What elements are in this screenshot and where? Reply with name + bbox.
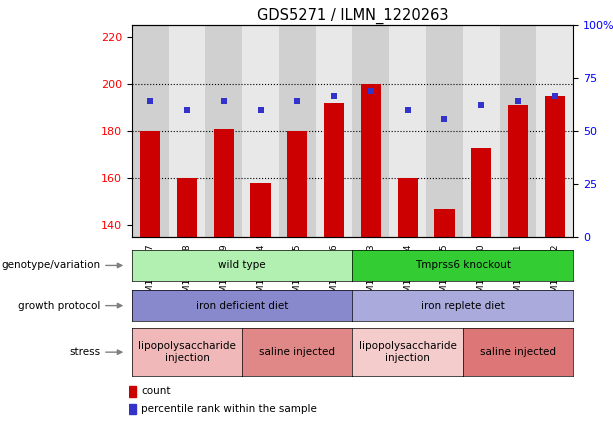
Text: lipopolysaccharide
injection: lipopolysaccharide injection	[138, 341, 236, 363]
Bar	[500, 25, 536, 237]
Bar	[426, 25, 463, 237]
Text: iron deficient diet: iron deficient diet	[196, 301, 288, 310]
Text: iron replete diet: iron replete diet	[421, 301, 504, 310]
Bar	[398, 178, 418, 237]
Bar	[169, 25, 205, 237]
Bar	[129, 386, 136, 397]
Text: Tmprss6 knockout: Tmprss6 knockout	[415, 261, 511, 270]
Text: saline injected: saline injected	[259, 347, 335, 357]
Text: lipopolysaccharide
injection: lipopolysaccharide injection	[359, 341, 457, 363]
Bar	[140, 131, 161, 237]
Bar	[316, 25, 352, 237]
Bar	[435, 209, 455, 237]
Text: genotype/variation: genotype/variation	[1, 261, 101, 270]
Text: percentile rank within the sample: percentile rank within the sample	[141, 404, 317, 414]
Bar	[279, 25, 316, 237]
Text: stress: stress	[69, 347, 101, 357]
Bar	[389, 25, 426, 237]
Text: growth protocol: growth protocol	[18, 301, 101, 310]
Bar	[132, 25, 169, 237]
Bar	[508, 105, 528, 237]
Bar	[352, 25, 389, 237]
Bar	[324, 103, 345, 237]
Bar	[463, 25, 500, 237]
Bar	[205, 25, 242, 237]
Title: GDS5271 / ILMN_1220263: GDS5271 / ILMN_1220263	[257, 8, 448, 24]
Text: saline injected: saline injected	[480, 347, 556, 357]
Bar	[361, 84, 381, 237]
Bar	[287, 131, 308, 237]
Bar	[242, 25, 279, 237]
Bar	[177, 178, 197, 237]
Bar	[251, 183, 271, 237]
Text: wild type: wild type	[218, 261, 266, 270]
Bar	[471, 148, 492, 237]
Bar	[545, 96, 565, 237]
Bar	[129, 404, 136, 414]
Text: count: count	[141, 386, 170, 396]
Bar	[536, 25, 573, 237]
Bar	[214, 129, 234, 237]
